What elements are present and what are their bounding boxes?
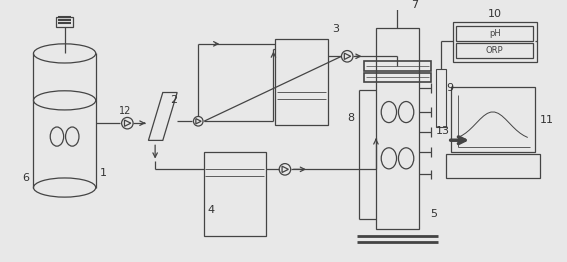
Bar — [390, 0, 405, 7]
Text: 3: 3 — [332, 24, 339, 35]
Bar — [204, 152, 266, 236]
Text: 7: 7 — [411, 0, 418, 10]
Bar — [452, 22, 537, 62]
Text: 13: 13 — [436, 126, 450, 136]
Text: 4: 4 — [208, 205, 215, 215]
Bar — [56, 17, 73, 27]
Text: 8: 8 — [348, 113, 354, 123]
Text: 1: 1 — [100, 168, 107, 178]
Bar — [276, 39, 328, 125]
Bar — [456, 43, 533, 58]
Text: 11: 11 — [539, 114, 553, 124]
Bar — [365, 73, 430, 82]
Bar — [456, 26, 533, 41]
Bar — [436, 69, 446, 127]
Text: 12: 12 — [119, 106, 132, 116]
Text: ORP: ORP — [486, 46, 503, 55]
Bar — [451, 87, 535, 152]
Text: 10: 10 — [488, 9, 502, 19]
Text: 6: 6 — [22, 173, 29, 183]
Text: 2: 2 — [170, 95, 177, 105]
Bar — [376, 28, 419, 229]
Text: 5: 5 — [430, 209, 437, 219]
Text: pH: pH — [489, 29, 501, 38]
Bar — [365, 61, 430, 71]
Text: 9: 9 — [446, 83, 453, 93]
Bar — [446, 154, 540, 178]
